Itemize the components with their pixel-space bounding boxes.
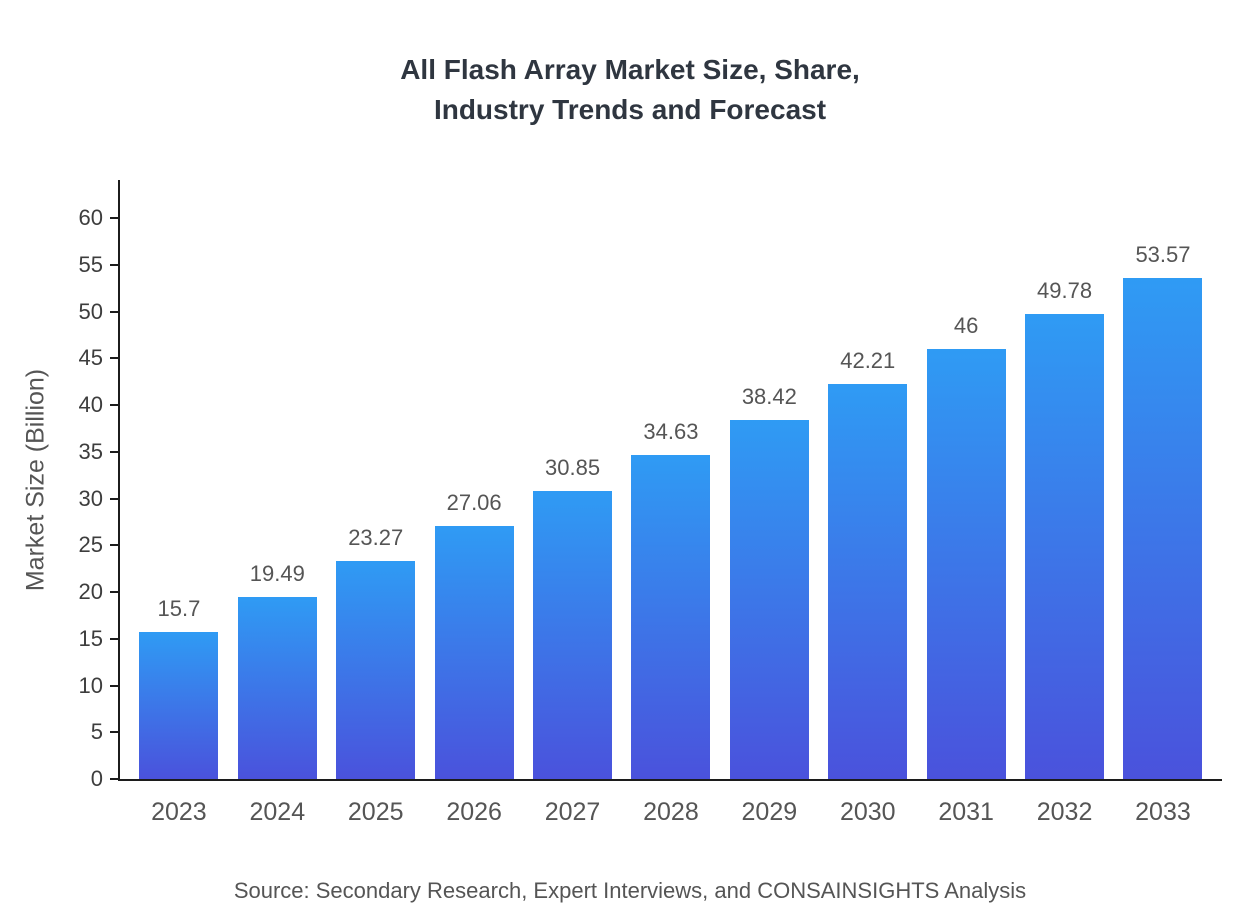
chart-title-line1: All Flash Array Market Size, Share, (400, 54, 860, 85)
bar-column: 30.85 2027 (533, 180, 613, 826)
y-tick-mark: 60 (79, 205, 119, 230)
bar-column: 23.27 2025 (336, 180, 416, 826)
bar-value-label: 23.27 (348, 525, 404, 551)
bar-2024: 19.49 (237, 561, 317, 779)
y-tick-label: 60 (78, 205, 103, 230)
y-tick-mark: 55 (79, 252, 119, 277)
bar-column: 38.42 2029 (729, 180, 809, 826)
source-note: Source: Secondary Research, Expert Inter… (233, 878, 1027, 903)
chart-title-line2: Industry Trends and Forecast (433, 94, 827, 125)
bar-column: 34.63 2028 (631, 180, 711, 826)
bar-value-label: 53.57 (1135, 242, 1191, 268)
y-tick-mark: 15 (79, 626, 119, 651)
y-tick-mark: 10 (79, 673, 119, 698)
bar-value-label: 42.21 (840, 348, 896, 374)
y-tick-mark: 30 (79, 486, 119, 511)
plot-area: 0 5 10 15 20 25 30 35 40 45 50 55 60 15.7 2023 19.49 202… (79, 180, 1222, 826)
y-tick-label: 30 (78, 485, 103, 511)
y-tick-mark: 35 (79, 439, 119, 464)
x-tick-label: 2026 (446, 798, 502, 826)
bar-value-label: 19.49 (249, 560, 305, 586)
bar-2026: 27.06 (434, 490, 514, 779)
bar-column: 42.21 2030 (828, 180, 908, 826)
bar-column: 53.57 2033 (1123, 180, 1203, 826)
x-tick-label: 2024 (249, 798, 306, 826)
bar-2025: 23.27 (336, 525, 416, 779)
y-tick-label: 55 (78, 251, 103, 277)
bar-column: 19.49 2024 (237, 180, 317, 826)
bar-value-label: 27.06 (446, 490, 502, 515)
bar-value-label: 49.78 (1037, 277, 1093, 303)
bar-2027: 30.85 (533, 455, 613, 779)
y-tick-label: 35 (78, 438, 103, 464)
x-tick-label: 2030 (839, 798, 896, 826)
x-tick-label: 2032 (1036, 798, 1093, 826)
bar-2029: 38.42 (729, 384, 809, 779)
bar-value-label: 15.7 (157, 596, 201, 622)
bar-2033: 53.57 (1123, 242, 1203, 779)
bar-column: 27.06 2026 (434, 180, 514, 826)
chart-title: All Flash Array Market Size, Share, Indu… (0, 50, 1260, 130)
y-axis-title: Market Size (Billion) (21, 368, 50, 592)
bar-2023: 15.7 (139, 596, 219, 779)
y-tick-label: 45 (78, 345, 103, 371)
y-tick-label: 40 (78, 392, 103, 417)
y-tick-mark: 45 (79, 345, 119, 370)
x-tick-label: 2031 (938, 798, 994, 826)
y-tick-label: 5 (90, 719, 103, 745)
x-tick-label: 2025 (347, 798, 404, 826)
bar-column: 15.7 2023 (139, 180, 219, 826)
x-tick-label: 2029 (741, 798, 798, 826)
bar-column: 49.78 2032 (1025, 180, 1105, 826)
bar-2028: 34.63 (631, 419, 711, 779)
bar-value-label: 38.42 (741, 383, 797, 409)
bar-column: 46 2031 (926, 180, 1006, 826)
bar-value-label: 30.85 (545, 454, 601, 480)
y-tick-mark: 40 (79, 392, 119, 417)
bars-container: 15.7 2023 19.49 2024 23.27 2025 27.06 2026 30.85… (120, 180, 1222, 826)
y-tick-label: 0 (90, 766, 103, 791)
x-tick-label: 2023 (151, 798, 207, 826)
y-tick-mark: 5 (91, 719, 119, 744)
bar-2031: 46 (926, 313, 1006, 779)
bar-2030: 42.21 (828, 348, 908, 779)
y-tick-label: 50 (78, 298, 103, 324)
y-tick-label: 10 (78, 672, 103, 698)
x-tick-label: 2027 (544, 798, 601, 826)
y-tick-label: 25 (78, 532, 103, 558)
y-tick-mark: 50 (79, 299, 119, 324)
y-tick-label: 15 (78, 625, 103, 651)
bar-value-label: 34.63 (643, 419, 699, 445)
bar-2032: 49.78 (1025, 278, 1105, 779)
y-tick-mark: 20 (79, 579, 119, 604)
y-tick-mark: 0 (91, 766, 119, 791)
x-tick-label: 2028 (643, 798, 699, 826)
x-tick-label: 2033 (1135, 798, 1191, 826)
y-tick-mark: 25 (79, 532, 119, 557)
y-tick-label: 20 (78, 579, 103, 604)
bar-value-label: 46 (953, 312, 979, 338)
